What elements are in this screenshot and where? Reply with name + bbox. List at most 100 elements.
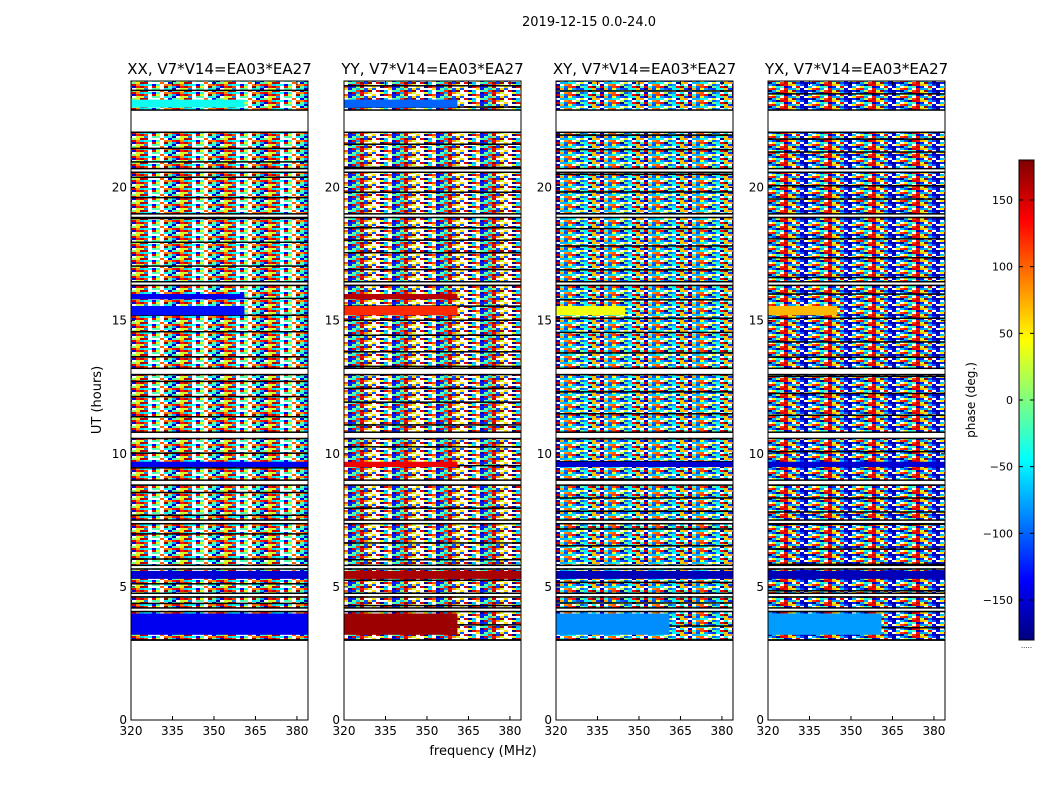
- data-gap: [344, 565, 521, 569]
- phase-band: [131, 461, 308, 468]
- colorbar-tick-label: −150: [983, 594, 1013, 607]
- panel-title: XX, V7*V14=EA03*EA27: [127, 60, 311, 78]
- phase-band: [131, 99, 245, 108]
- y-tick-label: 15: [749, 314, 764, 328]
- y-tick-label: 0: [119, 713, 127, 727]
- panel-title: XY, V7*V14=EA03*EA27: [553, 60, 736, 78]
- data-gap: [556, 282, 733, 285]
- phase-band: [768, 613, 882, 635]
- figure-suptitle: 2019-12-15 0.0-24.0: [522, 15, 656, 30]
- phase-data: [556, 81, 733, 641]
- phase-band: [344, 305, 458, 316]
- x-tick-label: 365: [881, 724, 904, 738]
- colorbar-label: phase (deg.): [964, 362, 978, 438]
- data-gap: [556, 593, 733, 597]
- x-tick-label: 380: [498, 724, 521, 738]
- panel-xy: XY, V7*V14=EA03*EA27 320 335 350 365 380 0 5 10 1…: [537, 60, 736, 738]
- y-tick-label: 20: [112, 181, 127, 195]
- y-tick-label: 0: [544, 713, 552, 727]
- phase-band: [131, 613, 308, 635]
- phase-band: [131, 305, 245, 316]
- y-tick-label: 5: [332, 580, 340, 594]
- x-tick-label: 320: [757, 724, 780, 738]
- data-gap: [556, 110, 733, 132]
- colorbar-tick-label: 50: [999, 327, 1013, 340]
- x-tick-label: 365: [244, 724, 267, 738]
- colorbar-tick-label: 0: [1006, 394, 1013, 407]
- phase-band: [768, 461, 945, 468]
- x-tick-label: 365: [669, 724, 692, 738]
- colorbar-tick-label: −50: [990, 461, 1013, 474]
- x-tick-label: 350: [203, 724, 226, 738]
- colorbar-tick-label: 100: [992, 261, 1013, 274]
- y-tick-label: 5: [119, 580, 127, 594]
- y-tick-label: 20: [749, 181, 764, 195]
- x-tick-label: 335: [374, 724, 397, 738]
- phase-band: [344, 99, 458, 108]
- x-tick-label: 320: [545, 724, 568, 738]
- x-tick-label: 380: [710, 724, 733, 738]
- phase-band: [556, 461, 733, 468]
- panel-frame: [767, 80, 946, 721]
- panel-frame: [343, 80, 522, 721]
- data-gap: [768, 282, 945, 285]
- panel-xx: XX, V7*V14=EA03*EA27 320 335 350 365 380 0 5 10 1…: [112, 60, 312, 738]
- colorbar: 150 100 50 0 −50 −100 −150 phase (deg.).....: [964, 159, 1035, 650]
- phase-band: [344, 613, 458, 635]
- data-gap: [556, 608, 733, 611]
- data-gap: [556, 480, 733, 485]
- y-tick-label: 15: [537, 314, 552, 328]
- colorbar-footer: .....: [1021, 642, 1032, 650]
- data-gap: [344, 480, 521, 485]
- x-tick-label: 350: [628, 724, 651, 738]
- data-gap: [556, 368, 733, 374]
- y-tick-label: 5: [756, 580, 764, 594]
- phase-data: [131, 81, 308, 641]
- data-gap: [768, 565, 945, 569]
- y-tick-label: 10: [112, 447, 127, 461]
- phase-data: [768, 81, 945, 641]
- x-tick-label: 335: [586, 724, 609, 738]
- x-tick-label: 380: [285, 724, 308, 738]
- x-tick-label: 335: [798, 724, 821, 738]
- data-gap: [556, 520, 733, 523]
- data-gap: [768, 214, 945, 217]
- data-gap: [131, 368, 308, 374]
- data-gap: [344, 593, 521, 597]
- data-gap: [556, 565, 733, 569]
- x-tick-label: 350: [416, 724, 439, 738]
- panel-yx: YX, V7*V14=EA03*EA27 320 335 350 365 380 0 5 10 1…: [749, 60, 948, 738]
- phase-band: [131, 570, 308, 579]
- data-gap: [131, 480, 308, 485]
- x-tick-label: 350: [840, 724, 863, 738]
- phase-band: [556, 613, 670, 635]
- x-tick-label: 320: [120, 724, 143, 738]
- y-tick-label: 10: [325, 447, 340, 461]
- data-gap: [344, 214, 521, 217]
- panel-frame: [555, 80, 734, 721]
- y-tick-label: 0: [332, 713, 340, 727]
- data-gap: [768, 168, 945, 172]
- y-tick-label: 5: [544, 580, 552, 594]
- panel-title: YX, V7*V14=EA03*EA27: [764, 60, 948, 78]
- data-gap: [556, 214, 733, 217]
- phase-band: [556, 305, 626, 316]
- x-tick-label: 365: [457, 724, 480, 738]
- data-gap: [131, 565, 308, 569]
- data-gap: [556, 432, 733, 438]
- y-tick-label: 20: [537, 181, 552, 195]
- phase-band: [131, 294, 245, 300]
- data-gap: [768, 480, 945, 485]
- colorbar-tick-label: −100: [983, 527, 1013, 540]
- colorbar-tick-label: 150: [992, 194, 1013, 207]
- phase-band: [768, 570, 945, 579]
- data-gap: [131, 168, 308, 172]
- data-gap: [768, 608, 945, 611]
- data-gap: [344, 368, 521, 374]
- phase-band: [556, 570, 733, 579]
- x-axis-label: frequency (MHz): [429, 744, 536, 759]
- phase-band: [344, 570, 521, 579]
- panel-frame: [130, 80, 309, 721]
- data-gap: [131, 214, 308, 217]
